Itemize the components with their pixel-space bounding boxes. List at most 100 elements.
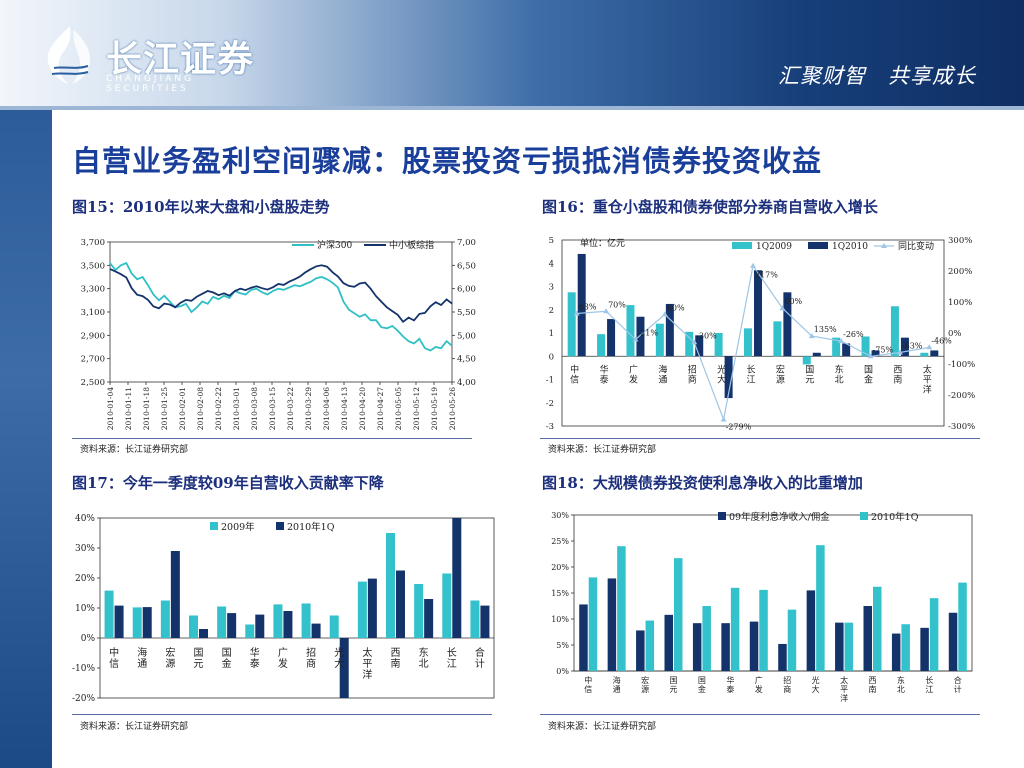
fig16-bar-0 — [920, 352, 929, 357]
fig16-change-label: 135% — [814, 325, 837, 334]
fig16-bar-1 — [724, 356, 733, 399]
fig15-x-tick-label: 2010-03-01 — [232, 387, 241, 430]
fig18-bar-1 — [702, 606, 711, 671]
fig18-bar-0 — [721, 623, 730, 671]
fig17-x-category-label: 光大 — [334, 646, 344, 670]
fig18-plot-frame — [573, 514, 973, 672]
fig18-x-category-label: 东北 — [897, 675, 905, 694]
fig18-x-category-label: 海通 — [613, 675, 621, 694]
fig17-chart: 40% 30% 20% 10% 0% -10% -20% 中信海通宏源国元国金华泰广发招商光大… — [72, 514, 495, 704]
fig17-y-tick-label: 20% — [75, 574, 95, 584]
fig15-x-tick-label: 2010-05-19 — [430, 387, 439, 430]
fig15-x-tick-label: 2010-01-25 — [160, 387, 169, 430]
fig18-rule — [540, 714, 980, 715]
fig16-y-right-tick-label: 200% — [948, 267, 972, 277]
fig16-bar-0 — [685, 331, 694, 357]
fig15-x-tick-label: 2010-03-15 — [268, 387, 277, 430]
fig16-x-category-label: 宏源 — [776, 363, 785, 385]
fig16-bar-1 — [577, 253, 586, 357]
fig16-y-left-tick-label: -1 — [546, 376, 554, 386]
fig17-bar-1 — [199, 629, 208, 638]
fig18-bar-1 — [759, 589, 768, 671]
fig16-bar-0 — [890, 306, 899, 357]
fig15-y-left-tick-label: 2,900 — [81, 331, 105, 341]
fig17-bar-1 — [480, 605, 490, 638]
fig17-bar-0 — [357, 581, 367, 638]
fig18-source: 资料来源：长江证券研究部 — [548, 722, 657, 732]
fig17-bar-0 — [160, 600, 170, 638]
fig16-bar-0 — [597, 334, 606, 357]
fig15-plot-frame — [109, 241, 453, 383]
fig15-x-tick-label: 2010-04-20 — [358, 387, 367, 430]
fig16-bar-1 — [871, 350, 880, 357]
fig17-bar-1 — [114, 605, 124, 638]
fig15-x-tick-label: 2010-03-08 — [250, 387, 259, 430]
fig18-bar-1 — [929, 598, 939, 671]
fig16-change-marker — [573, 310, 580, 316]
fig17-bar-0 — [442, 573, 452, 638]
fig17-x-category-label: 国元 — [194, 647, 204, 670]
fig15-series-line-1 — [109, 264, 453, 324]
fig16-bar-1 — [754, 270, 762, 357]
fig17-y-tick-label: -20% — [72, 694, 95, 704]
fig16-legend-label: 1Q2010 — [832, 242, 868, 252]
fig16-y-left-tick-label: 1 — [549, 329, 554, 339]
fig16-change-marker — [750, 262, 756, 268]
fig16-unit-label: 单位：亿元 — [580, 237, 625, 249]
fig16-bar-0 — [714, 333, 723, 357]
fig16-y-right-tick-label: -200% — [948, 391, 975, 401]
fig17-source: 资料来源：长江证券研究部 — [80, 722, 189, 732]
fig16-legend-label: 同比变动 — [898, 240, 934, 252]
fig16-rule — [540, 438, 980, 439]
fig16-change-label: -46% — [931, 336, 952, 345]
fig16-change-marker — [896, 349, 903, 355]
fig17-y-tick-label: 40% — [75, 514, 95, 524]
fig15-y-left-tick-label: 2,500 — [81, 378, 105, 388]
fig16-bar-0 — [802, 356, 811, 365]
fig18-x-category-label: 国金 — [698, 676, 706, 694]
fig16-legend-swatch — [808, 242, 828, 249]
fig17-bar-0 — [386, 533, 395, 638]
fig16-change-label: -26% — [843, 330, 864, 339]
fig17-x-category-label: 太平洋 — [362, 646, 372, 681]
fig17-x-category-label: 广发 — [278, 647, 288, 670]
fig18-bar-1 — [844, 622, 854, 671]
fig16-y-right-tick-label: 100% — [948, 298, 972, 308]
fig18-bar-1 — [958, 582, 967, 671]
fig18-y-tick-label: 15% — [551, 589, 569, 598]
fig18-bar-1 — [730, 587, 740, 671]
fig16-change-label: 60% — [667, 303, 685, 312]
fig16-x-category-label: 国元 — [805, 364, 814, 385]
fig15-x-tick-label: 2010-02-01 — [178, 387, 187, 430]
content-panel — [52, 110, 1024, 768]
fig17-bar-1 — [283, 611, 293, 638]
fig18-x-category-label: 光大 — [812, 675, 820, 694]
fig18-x-category-label: 合计 — [954, 675, 962, 694]
fig17-x-category-label: 合计 — [475, 646, 485, 670]
fig18-legend-label: 2010年1Q — [871, 511, 919, 523]
fig15-source: 资料来源：长江证券研究部 — [80, 445, 189, 455]
fig17-bar-0 — [104, 590, 114, 638]
fig15-x-tick-label: 2010-04-27 — [376, 387, 385, 430]
fig16-change-label: 70% — [608, 300, 626, 309]
fig16-source: 资料来源：长江证券研究部 — [548, 445, 657, 455]
fig17-title: 图17：今年一季度较09年自营收入贡献率下降 — [72, 474, 384, 492]
fig18-x-category-label: 宏源 — [641, 675, 649, 694]
slogan: 汇聚财智 共享成长 — [778, 64, 976, 88]
fig15-y-left-tick-label: 3,100 — [81, 308, 105, 318]
fig18-bar-0 — [948, 612, 958, 671]
fig15-x-tick-label: 2010-01-11 — [124, 387, 133, 430]
fig17-legend-swatch — [210, 522, 218, 530]
fig16-change-label: 80% — [784, 297, 802, 306]
fig18-y-tick-label: 25% — [551, 537, 569, 546]
fig17-bar-1 — [339, 638, 349, 698]
fig18-bar-0 — [692, 623, 702, 671]
fig16-x-category-label: 广发 — [629, 363, 638, 385]
fig16-bar-0 — [567, 292, 576, 357]
fig18-bar-1 — [674, 558, 683, 671]
page-title: 自营业务盈利空间骤减：股票投资亏损抵消债券投资收益 — [72, 144, 823, 178]
fig16-x-category-label: 中信 — [570, 363, 579, 385]
fig16-y-left-tick-label: 5 — [549, 236, 554, 246]
fig15-y-right-tick-label: 4,500 — [457, 355, 476, 365]
fig18-title: 图18：大规模债券投资使利息净收入的比重增加 — [542, 474, 863, 492]
